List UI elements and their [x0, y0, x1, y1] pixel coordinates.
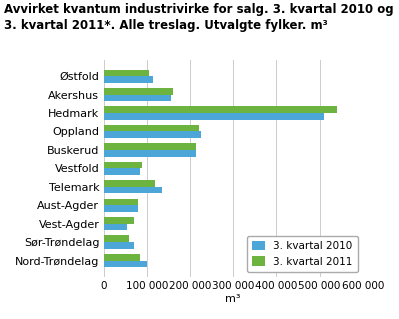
Bar — [104, 76, 153, 83]
Bar — [104, 88, 173, 95]
Bar — [104, 162, 142, 168]
Bar — [104, 224, 127, 230]
Bar — [104, 217, 134, 224]
Bar — [104, 113, 324, 120]
Bar — [104, 168, 140, 175]
Bar — [104, 254, 140, 261]
Bar — [104, 107, 337, 113]
Bar — [104, 131, 201, 138]
Bar — [104, 199, 138, 205]
Bar — [104, 143, 196, 150]
Bar — [104, 180, 155, 187]
X-axis label: m³: m³ — [225, 294, 241, 304]
Bar — [104, 95, 170, 101]
Bar — [104, 70, 149, 76]
Text: Avvirket kvantum industrivirke for salg. 3. kvartal 2010 og
3. kvartal 2011*. Al: Avvirket kvantum industrivirke for salg.… — [4, 3, 394, 32]
Bar — [104, 150, 196, 157]
Legend: 3. kvartal 2010, 3. kvartal 2011: 3. kvartal 2010, 3. kvartal 2011 — [247, 236, 358, 272]
Bar — [104, 187, 162, 193]
Bar — [104, 242, 134, 249]
Bar — [104, 205, 138, 212]
Bar — [104, 125, 199, 131]
Bar — [104, 235, 129, 242]
Bar — [104, 261, 147, 267]
